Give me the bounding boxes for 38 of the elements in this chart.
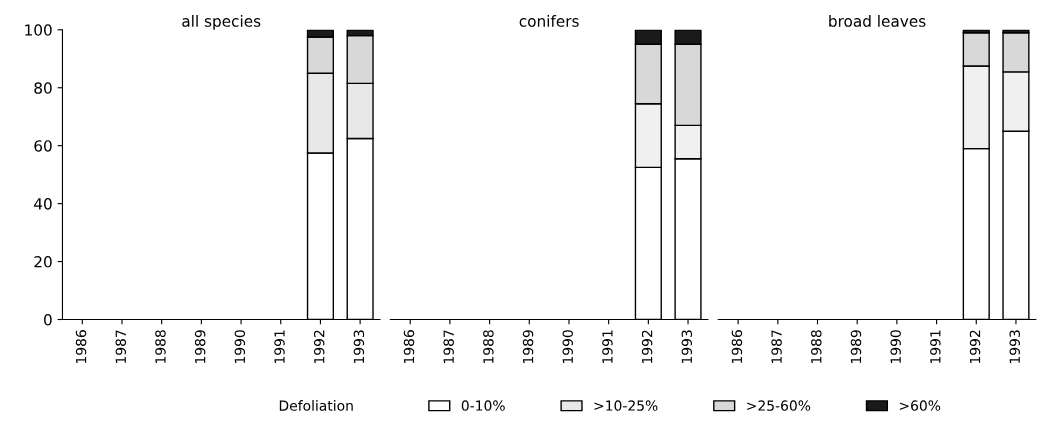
x-tick-label: 1992 [969, 330, 981, 364]
x-tick-label: 1987 [443, 330, 454, 364]
x-tick-label: 1990 [562, 330, 573, 364]
y-tick-label: 0 [44, 313, 52, 326]
y-tick-label: 20 [34, 256, 52, 268]
y-tick-label: 60 [34, 140, 52, 152]
chart-title: broad leaves [829, 15, 926, 27]
chart-title: all species [182, 15, 261, 30]
x-tick-label: 1989 [850, 330, 862, 364]
x-tick-label: 1986 [731, 330, 743, 364]
chart-title: conifers [519, 15, 579, 27]
x-tick-label: 1990 [890, 330, 901, 364]
legend-label: >10-25% [594, 400, 658, 411]
y-tick-label: 100 [25, 24, 52, 36]
x-tick-label: 1987 [771, 330, 782, 364]
x-tick-label: 1991 [930, 330, 941, 364]
legend-label: >25-60% [747, 400, 811, 411]
x-tick-label: 1990 [234, 330, 246, 364]
x-tick-label: 1991 [602, 330, 613, 364]
legend-label: 0-10% [461, 400, 505, 411]
x-tick-label: 1986 [403, 330, 415, 364]
x-tick-label: 1993 [1009, 330, 1020, 364]
x-tick-label: 1991 [274, 330, 285, 364]
legend-title: Defoliation [279, 400, 353, 411]
x-tick-label: 1986 [75, 330, 87, 364]
x-tick-label: 1988 [811, 330, 822, 364]
y-tick-label: 80 [34, 82, 52, 94]
legend-label: >60% [899, 400, 941, 411]
x-tick-label: 1988 [155, 330, 166, 364]
x-tick-label: 1992 [641, 330, 653, 364]
x-tick-label: 1988 [483, 330, 494, 364]
x-tick-label: 1993 [353, 330, 365, 364]
x-tick-label: 1989 [194, 330, 206, 364]
x-tick-label: 1993 [681, 330, 693, 364]
x-tick-label: 1989 [522, 330, 534, 364]
x-tick-label: 1992 [313, 330, 325, 364]
x-tick-label: 1987 [115, 330, 127, 364]
y-tick-label: 40 [34, 198, 52, 210]
